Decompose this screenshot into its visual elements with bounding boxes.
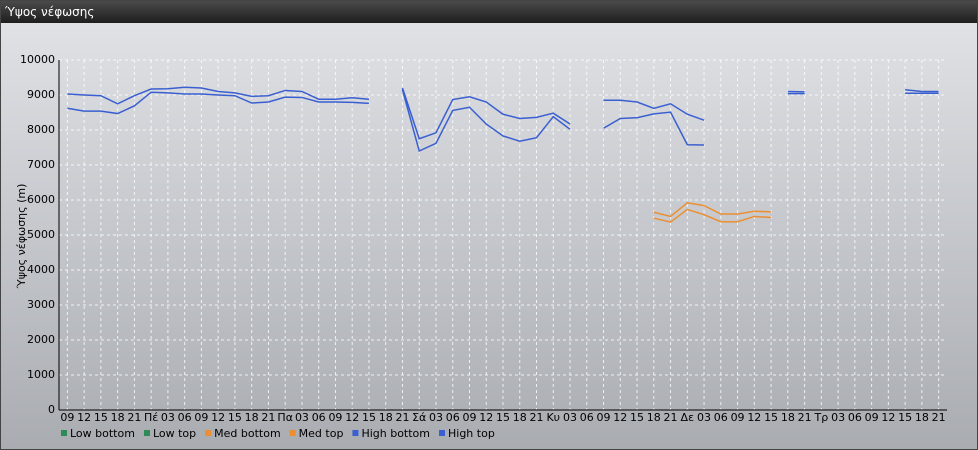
y-tick-label: 9000: [27, 88, 55, 101]
legend-swatch: [352, 430, 359, 436]
y-tick-label: 6000: [27, 193, 55, 206]
x-tick-label: 18: [781, 411, 795, 424]
x-tick-label: 12: [211, 411, 225, 424]
y-tick-label: 4000: [27, 263, 55, 276]
y-tick-label: 2000: [27, 333, 55, 346]
x-tick-label: 03: [161, 411, 175, 424]
x-tick-label: 18: [245, 411, 259, 424]
x-tick-label: 18: [379, 411, 393, 424]
x-tick-label: 03: [697, 411, 711, 424]
legend-label: Low bottom: [70, 427, 135, 440]
x-tick-label: 12: [77, 411, 91, 424]
x-tick-label: 06: [178, 411, 192, 424]
x-tick-label: 15: [228, 411, 242, 424]
series-line: [653, 202, 772, 218]
x-tick-label: 18: [647, 411, 661, 424]
legend-label: Low top: [153, 427, 196, 440]
x-tick-label: 09: [865, 411, 879, 424]
x-tick-label: 06: [446, 411, 460, 424]
x-tick-label: 21: [395, 411, 409, 424]
x-tick-label: 15: [94, 411, 108, 424]
x-tick-label: 03: [295, 411, 309, 424]
x-tick-label: 12: [747, 411, 761, 424]
x-tick-label: 21: [932, 411, 946, 424]
y-tick-label: 0: [48, 403, 55, 416]
legend-label: Med top: [299, 427, 344, 440]
y-tick-label: 1000: [27, 368, 55, 381]
x-tick-label: 09: [462, 411, 476, 424]
x-tick-label: 21: [664, 411, 678, 424]
legend-swatch: [205, 430, 212, 436]
x-tick-label: Δε: [681, 411, 695, 424]
x-tick-label: 18: [915, 411, 929, 424]
x-tick-label: 09: [194, 411, 208, 424]
legend-swatch: [289, 430, 296, 436]
x-tick-label: 09: [328, 411, 342, 424]
x-tick-label: 03: [429, 411, 443, 424]
x-tick-label: 09: [597, 411, 611, 424]
x-tick-label: 12: [479, 411, 493, 424]
x-tick-label: 21: [261, 411, 275, 424]
x-tick-label: 15: [898, 411, 912, 424]
x-tick-label: 09: [60, 411, 74, 424]
series-line: [67, 86, 939, 140]
x-tick-label: 21: [127, 411, 141, 424]
x-tick-label: Σά: [412, 411, 426, 424]
x-tick-label: 12: [613, 411, 627, 424]
legend-label: Med bottom: [214, 427, 281, 440]
y-tick-label: 5000: [27, 228, 55, 241]
x-tick-label: 15: [362, 411, 376, 424]
x-tick-label: Πέ: [144, 411, 158, 424]
x-tick-label: 12: [881, 411, 895, 424]
y-tick-label: 8000: [27, 123, 55, 136]
x-tick-label: 06: [848, 411, 862, 424]
x-tick-label: 09: [731, 411, 745, 424]
x-tick-label: 15: [764, 411, 778, 424]
legend-label: High top: [448, 427, 495, 440]
x-tick-label: 21: [798, 411, 812, 424]
x-tick-label: Τρ: [813, 411, 828, 424]
legend-swatch: [61, 430, 67, 436]
y-tick-label: 3000: [27, 298, 55, 311]
x-tick-label: 06: [714, 411, 728, 424]
legend-swatch: [439, 430, 445, 436]
x-tick-label: 03: [831, 411, 845, 424]
x-tick-label: 06: [580, 411, 594, 424]
x-tick-label: 21: [530, 411, 544, 424]
y-axis-label: Ύψος νέφωσης (m): [15, 184, 28, 290]
y-tick-label: 10000: [20, 53, 55, 66]
x-tick-label: 15: [630, 411, 644, 424]
x-tick-label: 03: [563, 411, 577, 424]
x-tick-label: 12: [345, 411, 359, 424]
y-tick-label: 7000: [27, 158, 55, 171]
x-tick-label: 18: [513, 411, 527, 424]
window-title: Ύψος νέφωσης: [1, 1, 977, 23]
legend-swatch: [143, 430, 150, 436]
series-line: [653, 208, 772, 223]
x-tick-label: 18: [111, 411, 125, 424]
x-tick-label: 15: [496, 411, 510, 424]
legend-label: High bottom: [361, 427, 430, 440]
x-tick-label: Πα: [277, 411, 293, 424]
x-tick-label: 06: [312, 411, 326, 424]
x-tick-label: Κυ: [546, 411, 560, 424]
series-line: [67, 89, 939, 153]
